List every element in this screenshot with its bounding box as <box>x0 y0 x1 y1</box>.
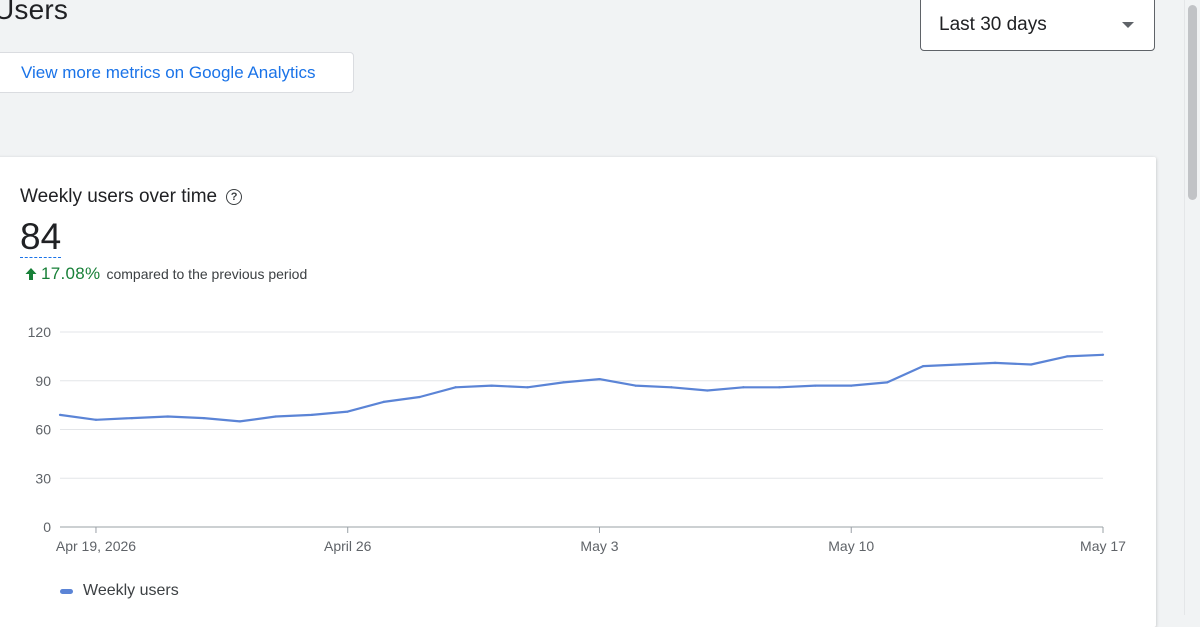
card-title: Weekly users over time ? <box>20 186 243 208</box>
view-more-metrics-label: View more metrics on Google Analytics <box>21 62 316 82</box>
chart-legend: Weekly users <box>60 582 179 600</box>
data-point <box>814 384 817 387</box>
data-point <box>1101 353 1105 356</box>
data-point <box>418 395 421 399</box>
help-icon[interactable]: ? <box>226 189 243 205</box>
weekly-users-card <box>0 157 1156 627</box>
y-tick-label: 60 <box>35 422 51 438</box>
date-range-value: Last 30 days <box>939 13 1047 35</box>
data-point <box>850 384 853 387</box>
data-point <box>706 389 709 392</box>
data-point <box>922 365 925 368</box>
data-point <box>598 378 601 381</box>
data-point <box>886 381 889 384</box>
delta-comparison-text: compared to the previous period <box>106 266 308 282</box>
data-point <box>202 417 205 420</box>
x-tick-label: Apr 19, 2026 <box>56 538 136 554</box>
data-point <box>958 363 961 366</box>
data-point <box>490 384 493 387</box>
data-point <box>526 386 529 389</box>
y-tick-label: 30 <box>35 470 51 486</box>
x-tick-label: May 10 <box>828 538 874 554</box>
data-point <box>130 417 134 420</box>
page-title: Users <box>0 0 69 25</box>
weekly-users-series-line <box>59 353 1104 423</box>
delta-percentage: 17.08% <box>41 264 101 283</box>
data-point <box>382 400 385 403</box>
data-point <box>58 413 62 416</box>
data-point <box>238 420 241 423</box>
data-point <box>562 381 565 384</box>
data-point <box>670 386 673 389</box>
metric-value[interactable]: 84 <box>20 216 62 258</box>
data-point <box>1029 363 1033 366</box>
legend-swatch-weekly-users <box>60 588 73 594</box>
view-more-metrics-button[interactable]: View more metrics on Google Analytics <box>0 52 354 93</box>
data-point <box>346 410 349 413</box>
scrollbar-thumb[interactable] <box>1188 5 1197 200</box>
data-point <box>166 415 169 418</box>
data-point <box>454 386 457 389</box>
x-tick-label: April 26 <box>324 538 372 554</box>
weekly-users-line-chart: 0 30 60 90 120 Apr 19, 2026 April 26 May 3 May 1… <box>28 324 1127 554</box>
data-point <box>310 413 313 416</box>
delta-row: 17.08% compared to the previous period <box>24 264 307 284</box>
data-point <box>742 386 745 389</box>
dropdown-arrow-icon <box>1122 21 1134 28</box>
page-scrollbar[interactable] <box>1184 0 1200 615</box>
card-title-text: Weekly users over time <box>20 186 218 207</box>
date-range-select[interactable]: Last 30 days <box>920 0 1155 51</box>
y-tick-label: 0 <box>43 519 51 535</box>
y-tick-label: 120 <box>28 324 52 340</box>
data-point <box>94 418 98 421</box>
data-point <box>1065 355 1069 358</box>
data-point <box>634 384 637 387</box>
data-point <box>274 415 277 418</box>
data-point <box>994 361 997 364</box>
x-tick-label: May 3 <box>580 538 618 554</box>
data-point <box>778 386 781 389</box>
arrow-up-icon <box>25 268 37 280</box>
x-tick-label: May 17 <box>1080 538 1126 554</box>
legend-label: Weekly users <box>83 582 179 599</box>
y-tick-label: 90 <box>35 373 51 389</box>
